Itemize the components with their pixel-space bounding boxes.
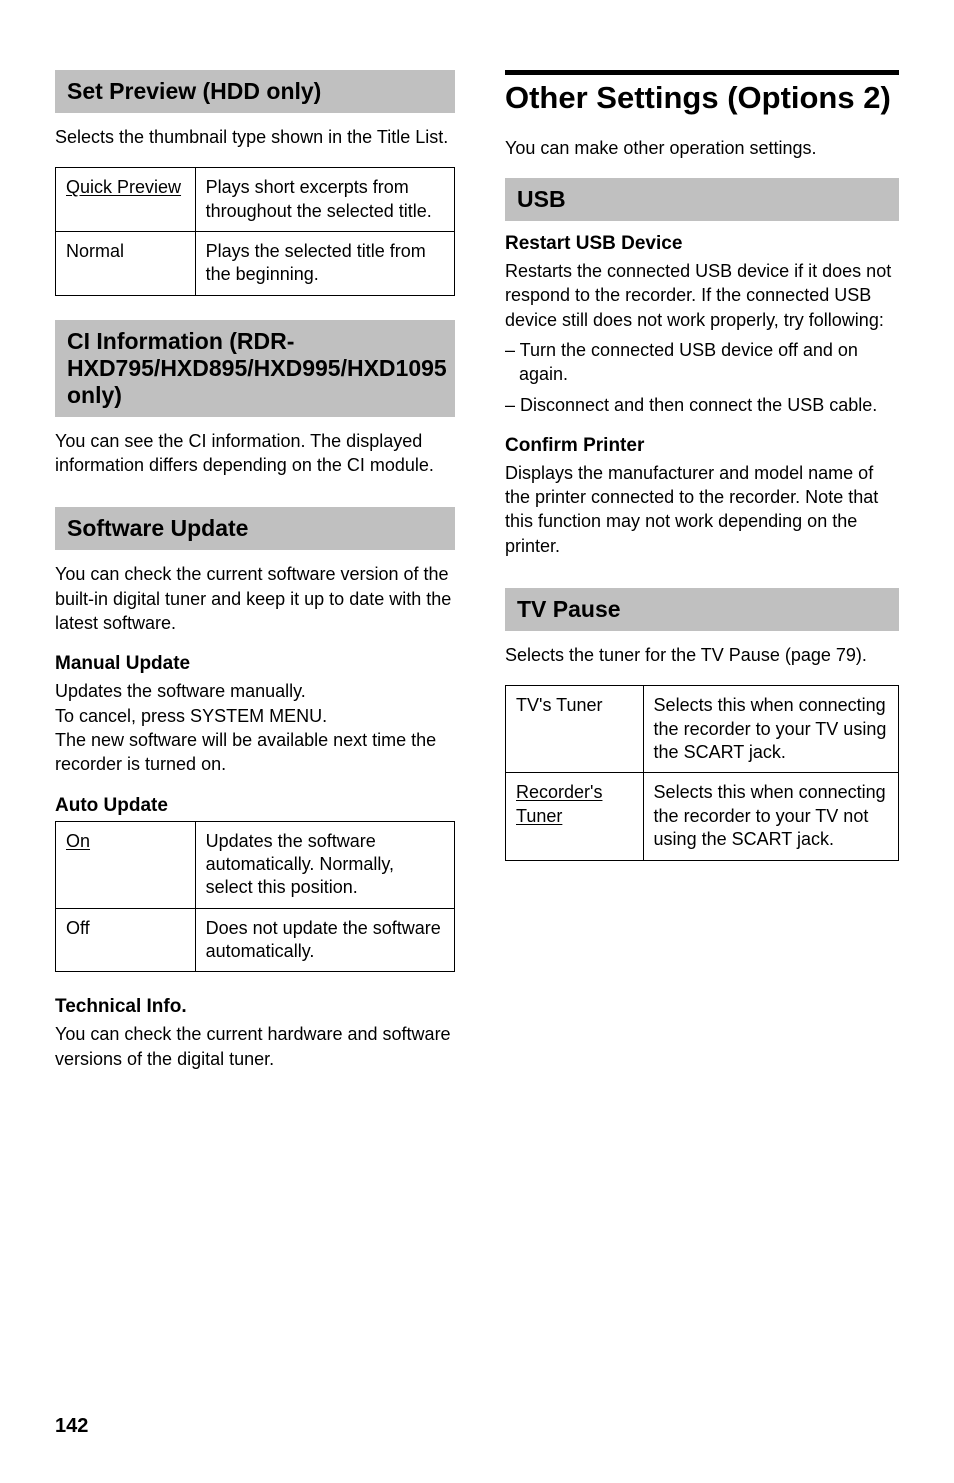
tv-pause-intro: Selects the tuner for the TV Pause (page… — [505, 643, 899, 667]
manual-update-body: Updates the software manually. To cancel… — [55, 679, 455, 776]
table-cell-desc: Plays the selected title from the beginn… — [195, 232, 454, 296]
set-preview-intro: Selects the thumbnail type shown in the … — [55, 125, 455, 149]
right-column: Other Settings (Options 2) You can make … — [505, 70, 899, 1089]
auto-update-table: On Updates the software automatically. N… — [55, 821, 455, 973]
section-heading-tv-pause: TV Pause — [505, 588, 899, 631]
technical-info-body: You can check the current hardware and s… — [55, 1022, 455, 1071]
table-cell-label: Recorder's Tuner — [506, 773, 644, 860]
sub-heading-restart-usb: Restart USB Device — [505, 233, 899, 255]
sub-heading-confirm-printer: Confirm Printer — [505, 435, 899, 457]
table-cell-desc: Selects this when connecting the recorde… — [643, 773, 898, 860]
table-cell-desc: Updates the software automatically. Norm… — [195, 821, 454, 908]
table-cell-label: Off — [56, 908, 196, 972]
table-row: Off Does not update the software automat… — [56, 908, 455, 972]
table-row: Recorder's Tuner Selects this when conne… — [506, 773, 899, 860]
section-heading-usb: USB — [505, 178, 899, 221]
main-heading-other-settings: Other Settings (Options 2) — [505, 70, 899, 118]
ci-info-body: You can see the CI information. The disp… — [55, 429, 455, 478]
software-update-intro: You can check the current software versi… — [55, 562, 455, 635]
tv-pause-table: TV's Tuner Selects this when connecting … — [505, 685, 899, 860]
two-column-layout: Set Preview (HDD only) Selects the thumb… — [55, 70, 899, 1089]
underlined-label: On — [66, 831, 90, 851]
section-heading-software-update: Software Update — [55, 507, 455, 550]
table-cell-desc: Selects this when connecting the recorde… — [643, 686, 898, 773]
section-heading-set-preview: Set Preview (HDD only) — [55, 70, 455, 113]
table-cell-label: Normal — [56, 232, 196, 296]
table-cell-label: On — [56, 821, 196, 908]
table-cell-desc: Does not update the software automatical… — [195, 908, 454, 972]
table-row: TV's Tuner Selects this when connecting … — [506, 686, 899, 773]
left-column: Set Preview (HDD only) Selects the thumb… — [55, 70, 455, 1089]
confirm-printer-body: Displays the manufacturer and model name… — [505, 461, 899, 558]
sub-heading-manual-update: Manual Update — [55, 653, 455, 675]
other-settings-intro: You can make other operation settings. — [505, 136, 899, 160]
table-cell-label: Quick Preview — [56, 168, 196, 232]
sub-heading-auto-update: Auto Update — [55, 795, 455, 817]
page-number: 142 — [55, 1415, 88, 1438]
restart-usb-body: Restarts the connected USB device if it … — [505, 259, 899, 332]
sub-heading-technical-info: Technical Info. — [55, 996, 455, 1018]
underlined-label: Recorder's Tuner — [516, 782, 602, 825]
dash-list-item: – Disconnect and then connect the USB ca… — [505, 393, 899, 417]
dash-list-item: – Turn the connected USB device off and … — [505, 338, 899, 387]
section-heading-ci-info: CI Information (RDR-HXD795/HXD895/HXD995… — [55, 320, 455, 417]
table-cell-desc: Plays short excerpts from throughout the… — [195, 168, 454, 232]
set-preview-table: Quick Preview Plays short excerpts from … — [55, 167, 455, 296]
table-row: On Updates the software automatically. N… — [56, 821, 455, 908]
table-row: Normal Plays the selected title from the… — [56, 232, 455, 296]
table-row: Quick Preview Plays short excerpts from … — [56, 168, 455, 232]
table-cell-label: TV's Tuner — [506, 686, 644, 773]
underlined-label: Quick Preview — [66, 177, 181, 197]
